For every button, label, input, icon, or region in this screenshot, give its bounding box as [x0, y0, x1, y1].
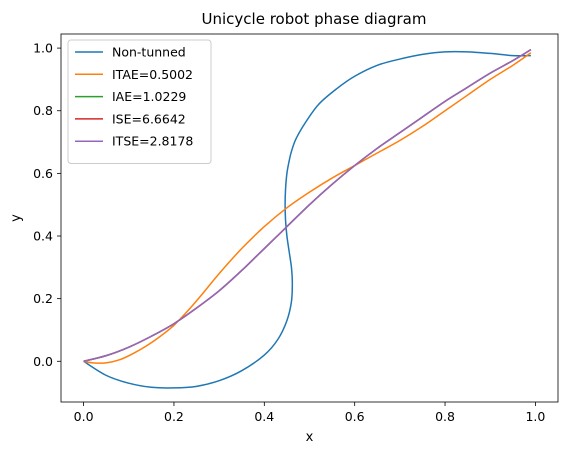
legend-label: ITAE=0.5002	[112, 67, 193, 82]
series-line-2	[83, 52, 532, 364]
x-tick-label: 0.0	[74, 409, 94, 424]
series-line-5	[83, 49, 532, 363]
x-tick-label: 0.2	[164, 409, 184, 424]
legend-label: ITSE=2.8178	[112, 134, 193, 149]
series-line-1	[83, 50, 531, 389]
x-tick-label: 0.6	[345, 409, 365, 424]
x-tick-label: 0.8	[435, 409, 455, 424]
y-tick-label: 0.8	[33, 103, 53, 118]
y-tick-label: 1.0	[33, 41, 53, 56]
x-tick-label: 1.0	[525, 409, 545, 424]
legend-label: IAE=1.0229	[112, 89, 186, 104]
legend-label: Non-tunned	[112, 45, 186, 60]
legend: Non-tunned ITAE=0.5002 IAE=1.0229 ISE=6.664…	[67, 39, 212, 164]
y-tick-label: 0.0	[33, 354, 53, 369]
legend-label: ISE=6.6642	[112, 111, 186, 126]
legend-box	[67, 39, 212, 164]
plot-frame	[60, 33, 559, 403]
y-tick-label: 0.2	[33, 291, 53, 306]
x-tick-label: 0.4	[254, 409, 274, 424]
x-axis-label: x	[306, 430, 314, 445]
y-tick-label: 0.4	[33, 229, 53, 244]
y-axis-label: y	[9, 214, 24, 222]
chart-title: Unicycle robot phase diagram	[202, 10, 427, 28]
y-tick-label: 0.6	[33, 166, 53, 181]
y-axis-ticks: 0.0 0.2 0.4 0.6 0.8 1.0	[33, 41, 61, 369]
x-axis-ticks: 0.0 0.2 0.4 0.6 0.8 1.0	[74, 402, 545, 424]
